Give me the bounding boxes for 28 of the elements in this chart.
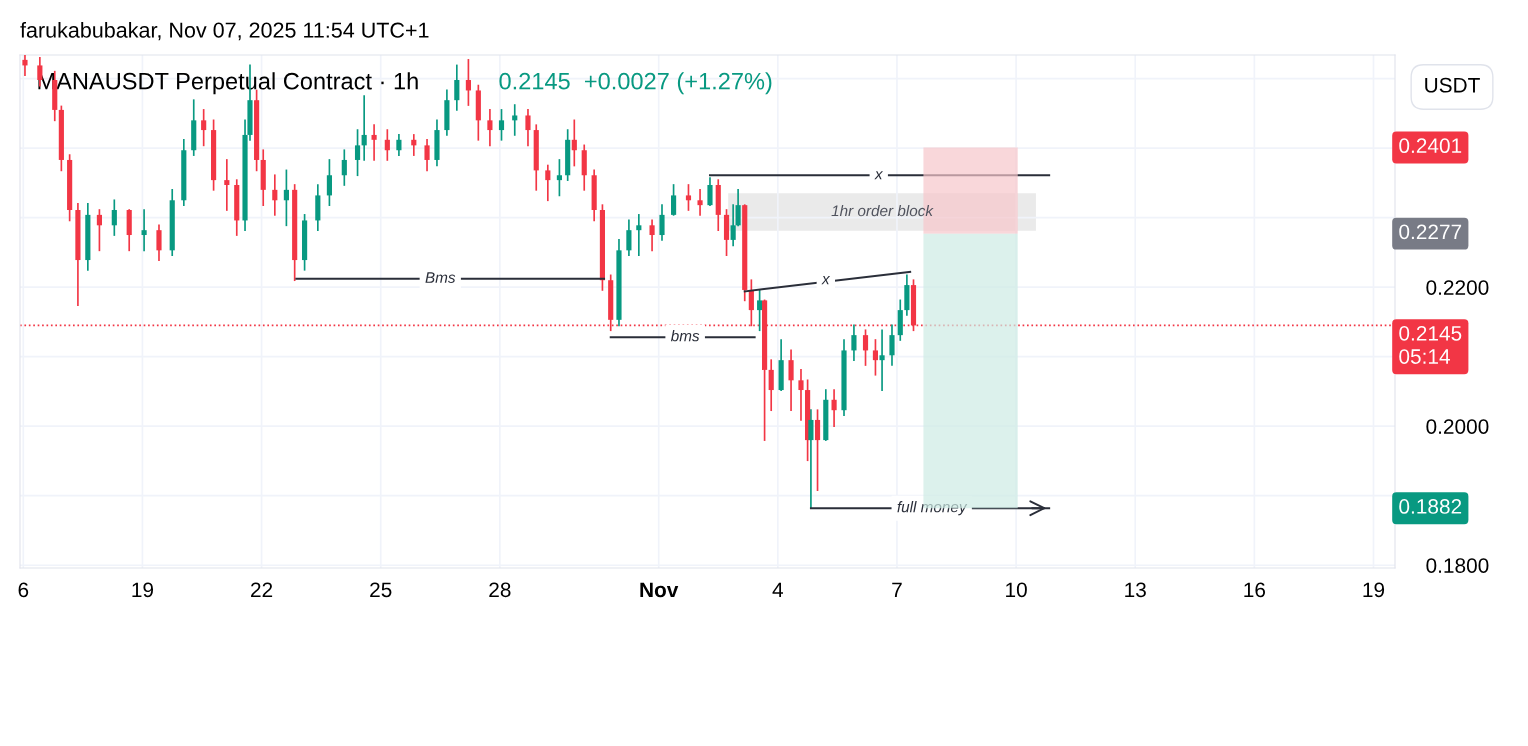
x-tick-label: 19: [1363, 582, 1385, 598]
x-tick-label: 22: [251, 582, 273, 597]
x-tick-label: 6: [18, 582, 29, 598]
y-tick-label: 0.1800: [1426, 558, 1489, 573]
annotation: bms: [670, 330, 700, 342]
x-tick-label: 28: [489, 582, 511, 598]
x-tick-label: 13: [1125, 582, 1146, 598]
x-tick-label: 16: [1244, 582, 1266, 598]
text: 0.2277: [1399, 224, 1462, 240]
annotation: full money: [897, 501, 968, 516]
annotation: x: [821, 276, 831, 285]
text: 0.2145 +0.0027 (+1.27%): [499, 72, 772, 95]
annotation: Bms: [425, 272, 456, 283]
text: farukabubakar, Nov 07, 2025 11:54 UTC+1: [20, 21, 429, 41]
ref-line-label: 0.2145 05:14: [1399, 325, 1462, 364]
y-axis-title: USDT: [1425, 77, 1480, 93]
x-tick-label: 25: [370, 582, 392, 598]
x-tick-label: 4: [772, 582, 784, 597]
annotation: 1hr order block: [831, 204, 934, 217]
x-tick-label: 10: [1006, 582, 1027, 598]
y-tick-label: 0.2000: [1426, 419, 1489, 434]
x-tick-label: 7: [892, 582, 902, 597]
x-tick-label: 19: [132, 582, 154, 598]
annotation: x: [874, 171, 884, 180]
text: 0.2401: [1399, 138, 1462, 154]
x-tick-label: Nov: [640, 582, 679, 598]
text: 0.1882: [1399, 499, 1462, 514]
y-tick-label: 0.2200: [1426, 280, 1489, 295]
